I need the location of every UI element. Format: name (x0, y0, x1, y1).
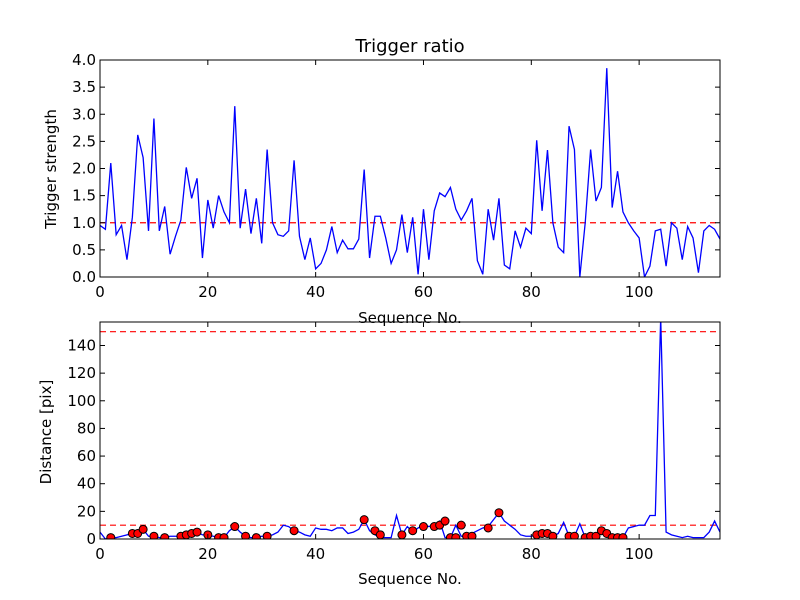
data-point-marker (230, 522, 240, 532)
y-tick-label: 140 (67, 336, 96, 354)
y-axis-ticks: 0.0 0.5 1.0 1.5 2.0 2.5 3.0 3.5 4.0 (72, 51, 720, 286)
data-point-marker (289, 526, 299, 536)
x-tick-label: 100 (625, 545, 654, 563)
x-tick-label: 20 (198, 283, 217, 301)
data-point-marker (569, 531, 579, 539)
data-point-marker (591, 531, 601, 539)
plot-frame (99, 321, 721, 540)
y-tick-label: 1.0 (72, 214, 96, 232)
y-axis-label: Trigger strength (42, 109, 60, 230)
series-line (100, 68, 720, 277)
y-tick-label: 3.0 (72, 105, 96, 123)
data-point-marker (192, 527, 202, 537)
data-point-marker (483, 523, 493, 533)
y-tick-label: 20 (77, 502, 96, 520)
x-axis-label: Sequence No. (358, 570, 462, 588)
y-tick-label: 4.0 (72, 51, 96, 69)
x-axis-label: Sequence No. (358, 309, 462, 327)
data-point-marker (467, 531, 477, 539)
plot-area (99, 321, 721, 540)
data-point-marker (548, 531, 558, 539)
y-tick-label: 1.5 (72, 187, 96, 205)
x-axis-ticks: 0 20 40 60 80 100 (95, 60, 653, 301)
data-point-marker (456, 520, 466, 530)
data-point-marker (149, 531, 159, 539)
y-tick-label: 0.5 (72, 241, 96, 259)
data-point-marker (219, 533, 229, 539)
data-point-marker (251, 533, 261, 539)
y-tick-label: 100 (67, 392, 96, 410)
y-tick-label: 3.5 (72, 78, 96, 96)
data-point-marker (241, 531, 251, 539)
y-tick-label: 60 (77, 447, 96, 465)
x-axis-ticks: 0 20 40 60 80 100 (95, 322, 653, 563)
data-point-marker (359, 515, 369, 525)
x-tick-label: 60 (414, 545, 433, 563)
y-tick-label: 40 (77, 475, 96, 493)
x-tick-label: 80 (522, 545, 541, 563)
y-tick-label: 120 (67, 364, 96, 382)
data-point-marker (451, 533, 461, 539)
y-tick-label: 0 (86, 530, 96, 548)
data-point-marker (408, 526, 418, 536)
data-point-marker (494, 508, 504, 518)
y-tick-label: 2.5 (72, 132, 96, 150)
y-tick-label: 0.0 (72, 268, 96, 286)
data-point-marker (418, 522, 428, 532)
x-tick-label: 0 (95, 283, 105, 301)
x-tick-label: 60 (414, 283, 433, 301)
y-axis-label: Distance [pix] (37, 380, 55, 485)
data-point-marker (160, 533, 170, 539)
distance-chart: 0 20 40 60 80 100 0 20 40 60 80 100 120 140 Sequence… (37, 321, 721, 588)
y-tick-label: 80 (77, 419, 96, 437)
y-axis-ticks: 0 20 40 60 80 100 120 140 (67, 336, 720, 548)
x-tick-label: 20 (198, 545, 217, 563)
data-point-marker (440, 516, 450, 526)
data-point-marker (375, 530, 385, 539)
x-tick-label: 40 (306, 545, 325, 563)
x-tick-label: 100 (625, 283, 654, 301)
data-point-marker (138, 524, 148, 534)
data-point-marker (618, 533, 628, 539)
y-tick-label: 2.0 (72, 160, 96, 178)
x-tick-label: 40 (306, 283, 325, 301)
data-point-marker (106, 533, 116, 539)
x-tick-label: 0 (95, 545, 105, 563)
x-tick-label: 80 (522, 283, 541, 301)
data-point-marker (262, 531, 272, 539)
chart-title: Trigger ratio (354, 36, 464, 57)
data-point-marker (397, 530, 407, 539)
